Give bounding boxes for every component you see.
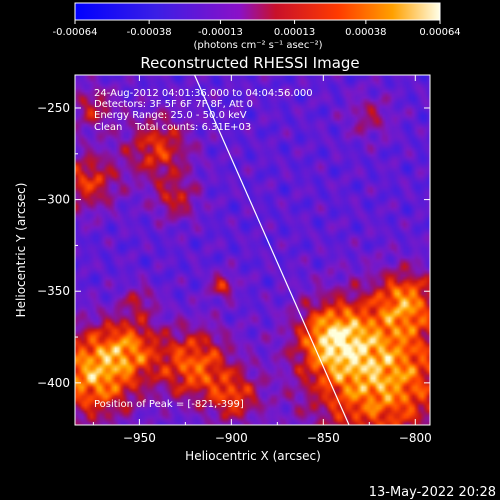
y-tick-label: −250 bbox=[37, 101, 70, 115]
footer-timestamp: 13-May-2022 20:28 bbox=[369, 485, 496, 500]
solar-limb-line bbox=[194, 75, 350, 425]
y-axis-label: Heliocentric Y (arcsec) bbox=[14, 183, 28, 318]
colorbar-tick-label: -0.00013 bbox=[198, 27, 243, 38]
y-tick-label: −400 bbox=[37, 376, 70, 390]
x-axis-label: Heliocentric X (arcsec) bbox=[185, 449, 321, 463]
annotation-peak: Position of Peak = [-821,-399] bbox=[94, 399, 244, 410]
x-tick-label: −950 bbox=[123, 431, 156, 445]
colorbar: -0.00064 -0.00038 -0.00013 0.00013 0.00038 0.… bbox=[53, 2, 461, 51]
x-tick-label: −850 bbox=[307, 431, 340, 445]
colorbar-tick-label: -0.00038 bbox=[127, 27, 172, 38]
y-tick-label: −300 bbox=[37, 193, 70, 207]
annotation-detectors: Detectors: 3F 5F 6F 7F 8F, Att 0 bbox=[94, 99, 253, 110]
chart-title: Reconstructed RHESSI Image bbox=[140, 54, 359, 72]
colorbar-tick-label: -0.00064 bbox=[53, 27, 98, 38]
colorbar-units: (photons cm⁻² s⁻¹ asec⁻²) bbox=[193, 40, 322, 51]
plot-frame bbox=[74, 74, 431, 426]
colorbar-tick-label: 0.00013 bbox=[274, 27, 315, 38]
annotation-clean: Clean Total counts: 6.31E+03 bbox=[94, 122, 251, 133]
annotations: 24-Aug-2012 04:01:36.000 to 04:04:56.000… bbox=[94, 88, 313, 410]
annotation-energy: Energy Range: 25.0 - 50.0 keV bbox=[94, 110, 247, 121]
heatmap-image bbox=[75, 75, 430, 425]
colorbar-tick-label: 0.00038 bbox=[345, 27, 386, 38]
x-tick-label: −900 bbox=[215, 431, 248, 445]
plot-area: −950 −900 −850 −800 −250 −300 −350 −400 bbox=[37, 74, 432, 445]
x-tick-label: −800 bbox=[399, 431, 432, 445]
colorbar-tick-label: 0.00064 bbox=[419, 27, 460, 38]
annotation-time-range: 24-Aug-2012 04:01:36.000 to 04:04:56.000 bbox=[94, 88, 313, 99]
colorbar-gradient bbox=[74, 2, 441, 21]
y-tick-label: −350 bbox=[37, 284, 70, 298]
